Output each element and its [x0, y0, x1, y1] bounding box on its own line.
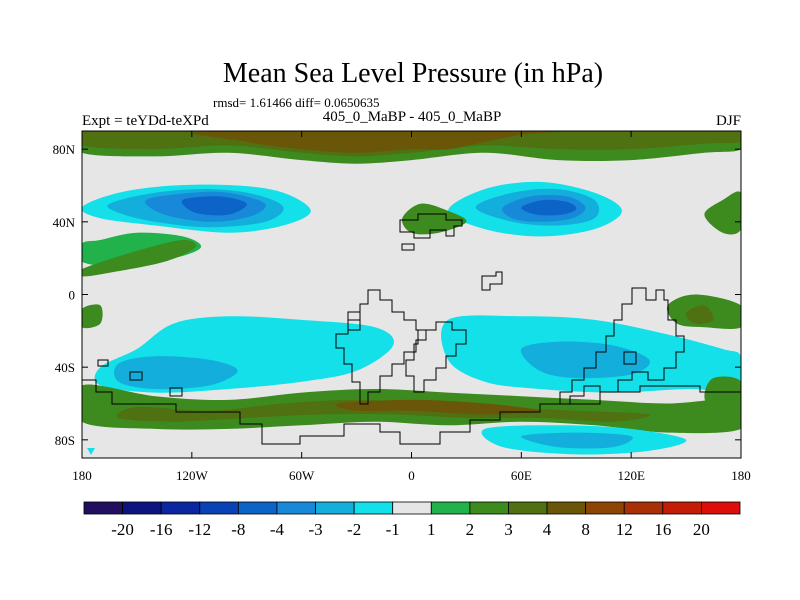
colorbar-label: -3 — [308, 520, 322, 539]
colorbar-label: 20 — [693, 520, 710, 539]
colorbar-label: 12 — [616, 520, 633, 539]
contour-southern-ocean-high-3 — [335, 399, 540, 415]
colorbar-swatch — [623, 501, 664, 515]
colorbar-label: 2 — [466, 520, 475, 539]
contour-w-pacific-high-core — [685, 305, 714, 324]
x-tick-label: 120E — [617, 468, 645, 483]
colorbar-swatch — [392, 501, 432, 515]
contour-arctic-positive-max — [193, 131, 560, 153]
colorbar-swatch — [83, 501, 123, 515]
colorbar-swatch — [508, 501, 548, 515]
colorbar-swatch — [315, 501, 355, 515]
colorbar: -20 -16 -12 -8 -4 -3 -2 -1 1 2 3 4 8 12 16 20 — [83, 501, 741, 539]
left-label: Expt = teYDd-teXPd — [82, 113, 209, 129]
colorbar-label: -20 — [111, 520, 134, 539]
colorbar-swatch — [546, 501, 587, 515]
colorbar-label: -2 — [347, 520, 361, 539]
contour-se-pacific-high — [704, 376, 741, 417]
south-america-coast — [335, 289, 427, 405]
antarctic-marker-icon — [87, 448, 95, 455]
colorbar-label: 8 — [581, 520, 590, 539]
x-tick-label: 0 — [408, 468, 415, 483]
x-tick-label: 60W — [289, 468, 315, 483]
colorbar-label: -12 — [188, 520, 211, 539]
colorbar-label: 4 — [543, 520, 552, 539]
africa-coast — [405, 321, 467, 393]
contour-antarctic-low-2 — [521, 432, 633, 449]
colorbar-swatch — [662, 501, 702, 515]
x-tick-label: 120W — [176, 468, 209, 483]
y-tick-label: 80N — [53, 142, 76, 157]
colorbar-swatch — [353, 501, 394, 515]
contour-s-indian-low-2 — [520, 341, 651, 379]
antarctic-coast — [82, 379, 741, 445]
chart-title: Mean Sea Level Pressure (in hPa) — [223, 58, 603, 89]
colorbar-label: -1 — [386, 520, 400, 539]
colorbar-swatch — [430, 501, 471, 515]
colorbar-swatch — [237, 501, 278, 515]
x-tick-label: 180 — [72, 468, 92, 483]
colorbar-label: 16 — [654, 520, 671, 539]
y-axis-ticks: 80N 40N 0 40S 80S — [53, 142, 741, 448]
colorbar-swatch — [469, 501, 509, 515]
colorbar-swatch — [122, 501, 162, 515]
contour-n-europe-high — [402, 203, 467, 235]
colorbar-swatch — [585, 501, 625, 515]
colorbar-label: 1 — [427, 520, 436, 539]
x-tick-label: 180 — [731, 468, 751, 483]
colorbar-label: -16 — [150, 520, 173, 539]
season-label: DJF — [716, 113, 741, 129]
north-africa-coast — [399, 213, 503, 291]
y-tick-label: 80S — [55, 433, 75, 448]
contour-w-pacific-high — [82, 239, 197, 277]
map-plot-area — [81, 130, 742, 459]
y-tick-label: 40N — [53, 215, 76, 230]
coastline-outline — [82, 213, 741, 445]
contour-s-pacific-low-2 — [114, 356, 238, 390]
y-tick-label: 0 — [69, 288, 76, 303]
colorbar-swatch — [701, 501, 741, 515]
colorbar-label: 3 — [504, 520, 513, 539]
contour-fills — [82, 131, 741, 455]
contour-equatorial-high-w — [82, 304, 103, 329]
colorbar-swatch — [160, 501, 201, 515]
y-tick-label: 40S — [55, 360, 75, 375]
pacific-islands-coast — [97, 359, 183, 397]
colorbar-label: -8 — [231, 520, 245, 539]
colorbar-swatch — [199, 501, 239, 515]
colorbar-swatch — [276, 501, 316, 515]
x-tick-label: 60E — [511, 468, 532, 483]
contour-n-atlantic-low-4 — [521, 199, 577, 216]
contour-ne-pacific-high — [704, 191, 741, 235]
colorbar-label: -4 — [270, 520, 285, 539]
axes: 180 120W 60W 0 60E 120E 180 80N 40N 0 40S 80S — [53, 131, 751, 483]
contour-n-pacific-low-4 — [181, 196, 247, 216]
x-axis-ticks: 180 120W 60W 0 60E 120E 180 — [72, 131, 751, 483]
rmsd-subtitle: rmsd= 1.61466 diff= 0.0650635 — [213, 95, 379, 110]
center-label: 405_0_MaBP - 405_0_MaBP — [323, 109, 502, 125]
